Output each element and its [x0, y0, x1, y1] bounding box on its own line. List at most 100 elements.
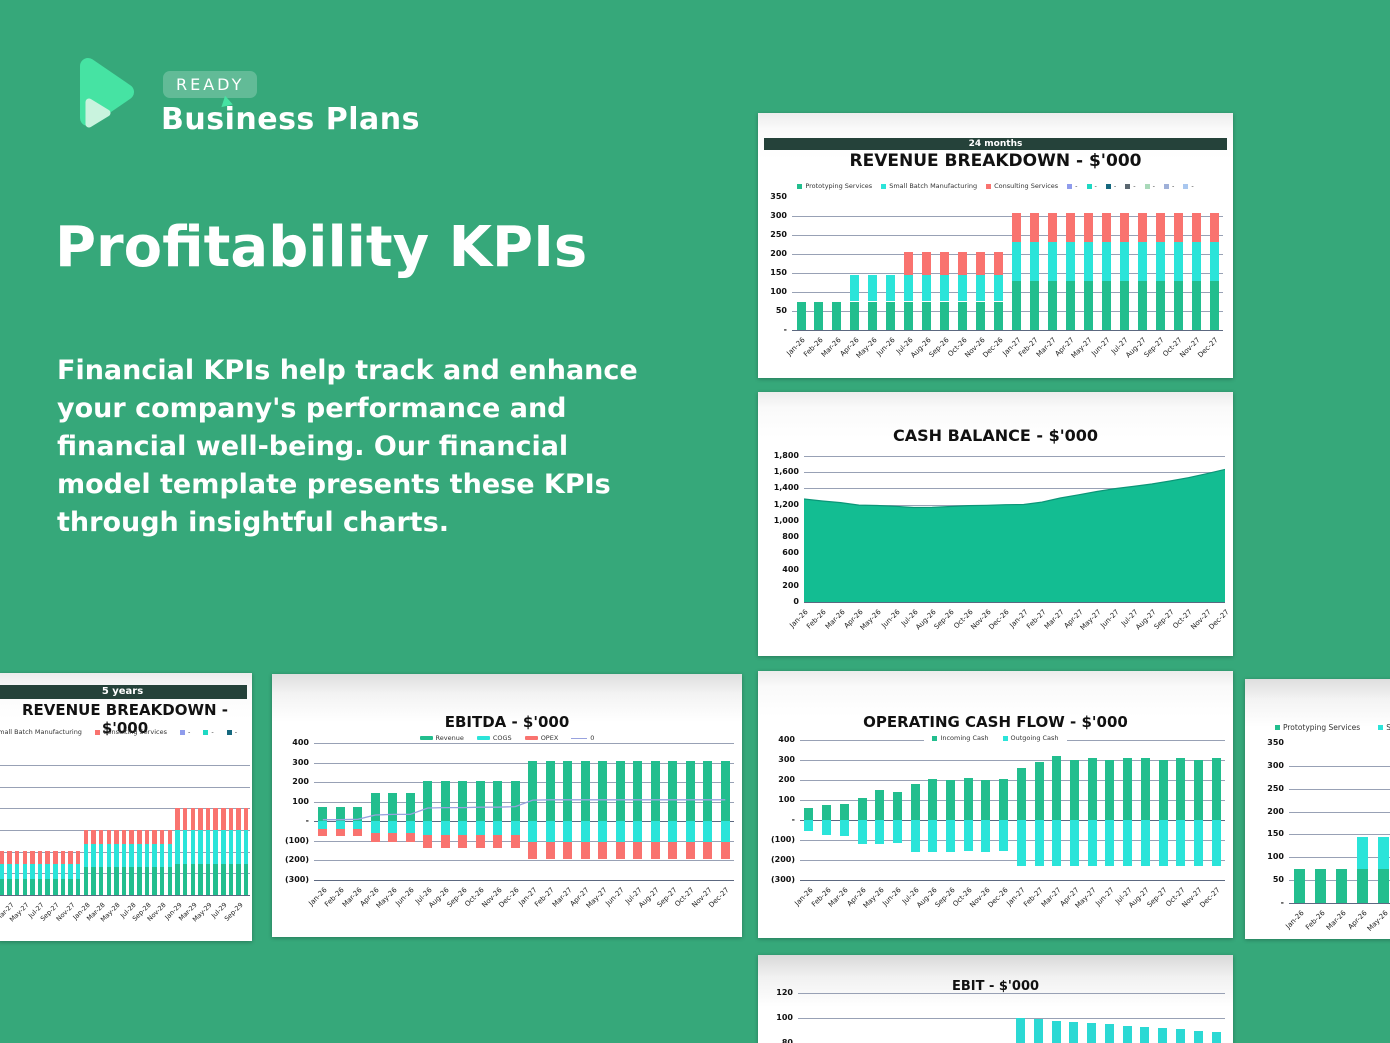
- y-axis-label: 50: [775, 306, 787, 315]
- bar-segment: [910, 820, 920, 852]
- bar-segment: [159, 844, 165, 867]
- bar-segment: [650, 841, 660, 860]
- chart-legend: Small Batch Manufacturing Consulting Serv…: [0, 728, 286, 736]
- bar-segment: [182, 808, 188, 830]
- ebit-card: EBIT - $'000 12010080Jan-26Feb-26Mar-26A…: [758, 955, 1233, 1043]
- bar-segment: [121, 844, 127, 867]
- gridline: [314, 840, 734, 842]
- y-axis-label: (100): [770, 835, 795, 844]
- legend-swatch-icon: [179, 729, 185, 735]
- bar-segment: [1315, 868, 1327, 903]
- bar-segment: [114, 866, 119, 895]
- bar-segment: [946, 780, 955, 820]
- bar-segment: [1087, 1023, 1097, 1043]
- bar-segment: [335, 821, 345, 830]
- legend-entry: Prototyping Services: [797, 182, 872, 190]
- bar-segment: [423, 835, 433, 848]
- legend-entry: Small Batch Manufacturing: [1378, 723, 1390, 732]
- bar-segment: [1211, 758, 1221, 820]
- bar-segment: [353, 829, 363, 836]
- bar-segment: [1065, 213, 1075, 242]
- bar-segment: [703, 841, 713, 860]
- bar-segment: [563, 841, 573, 860]
- bar-segment: [685, 821, 695, 842]
- bar-segment: [796, 301, 806, 330]
- bar-segment: [994, 301, 1003, 330]
- gridline: [314, 762, 734, 764]
- y-axis-label: 100: [776, 1013, 793, 1022]
- bar-segment: [1294, 868, 1305, 903]
- y-axis-label: 200: [292, 777, 309, 787]
- bar-segment: [563, 821, 573, 842]
- gridline: [800, 760, 1225, 761]
- y-axis-label: 400: [292, 738, 309, 747]
- bar-segment: [423, 781, 433, 822]
- legend-entry: -: [1144, 182, 1155, 190]
- bar-segment: [857, 798, 867, 820]
- chart-plot: 400 300 200 100- (100) (200) (300) Jan-26 Feb-26…: [758, 671, 1233, 938]
- bar-segment: [243, 808, 249, 830]
- bar-segment: [353, 821, 363, 830]
- legend-label: -: [211, 728, 214, 736]
- bar-segment: [1052, 755, 1062, 820]
- bar-segment: [1191, 281, 1201, 330]
- chart-title: REVENUE BREAKDOWN - $'000: [849, 151, 1142, 171]
- bar-segment: [198, 830, 203, 864]
- bar-segment: [633, 821, 643, 842]
- bar-segment: [167, 844, 173, 867]
- legend-swatch-icon: [986, 183, 992, 189]
- bar-segment: [1012, 281, 1021, 330]
- bar-segment: [1193, 760, 1203, 820]
- chart-plot: 350 300 250 200 150 100 50- Jan-26 Feb-26 Mar-26 A…: [758, 113, 1233, 378]
- legend-label: Consulting Services: [102, 728, 167, 736]
- bar-segment: [720, 821, 730, 842]
- gridline: [314, 880, 734, 881]
- bar-segment: [528, 761, 538, 822]
- bar-segment: [545, 821, 555, 842]
- bar-segment: [886, 274, 896, 302]
- bar-segment: [615, 841, 625, 860]
- bar-segment: [1155, 213, 1165, 242]
- bar-segment: [1193, 1030, 1203, 1043]
- bar-segment: [850, 301, 860, 330]
- bar-segment: [98, 866, 104, 895]
- bar-segment: [14, 878, 20, 896]
- bar-segment: [221, 808, 226, 830]
- bar-segment: [243, 863, 249, 895]
- legend-entry: -: [203, 728, 214, 736]
- bar-segment: [850, 274, 860, 302]
- bar-segment: [720, 841, 730, 860]
- bar-segment: [822, 805, 832, 820]
- legend-entry: -: [1105, 182, 1116, 190]
- bar-segment: [650, 761, 660, 822]
- legend-entry: 0: [571, 734, 594, 742]
- bar-segment: [190, 808, 195, 830]
- bar-segment: [129, 830, 134, 845]
- y-axis-label: 100: [770, 287, 787, 296]
- bar-segment: [30, 878, 35, 896]
- bar-segment: [904, 274, 914, 302]
- gridline: [800, 860, 1225, 861]
- bar-segment: [940, 274, 950, 302]
- legend-swatch-icon: [1163, 183, 1169, 189]
- legend-entry: -: [226, 728, 237, 736]
- bar-segment: [388, 821, 398, 833]
- legend-swatch-icon: [1002, 735, 1008, 741]
- bar-segment: [976, 252, 986, 275]
- y-axis-label: (100): [284, 835, 309, 845]
- cash-balance-card: CASH BALANCE - $'000 1,800 1,600 1,400 1,20…: [758, 392, 1233, 656]
- operating-cash-flow-card: OPERATING CASH FLOW - $'000 Incoming Cas…: [758, 671, 1233, 938]
- gridline: [800, 880, 1225, 881]
- bar-segment: [1158, 820, 1168, 866]
- bar-segment: [1173, 281, 1183, 330]
- bar-segment: [1211, 820, 1221, 866]
- legend-label: Small Batch Manufacturing: [0, 728, 82, 736]
- chart-title: CASH BALANCE - $'000: [892, 426, 1099, 445]
- bar-segment: [1015, 1018, 1025, 1043]
- bar-segment: [30, 850, 35, 864]
- bar-segment: [114, 844, 119, 867]
- bar-segment: [1105, 759, 1115, 820]
- bar-segment: [839, 804, 849, 820]
- bar-segment: [685, 761, 695, 822]
